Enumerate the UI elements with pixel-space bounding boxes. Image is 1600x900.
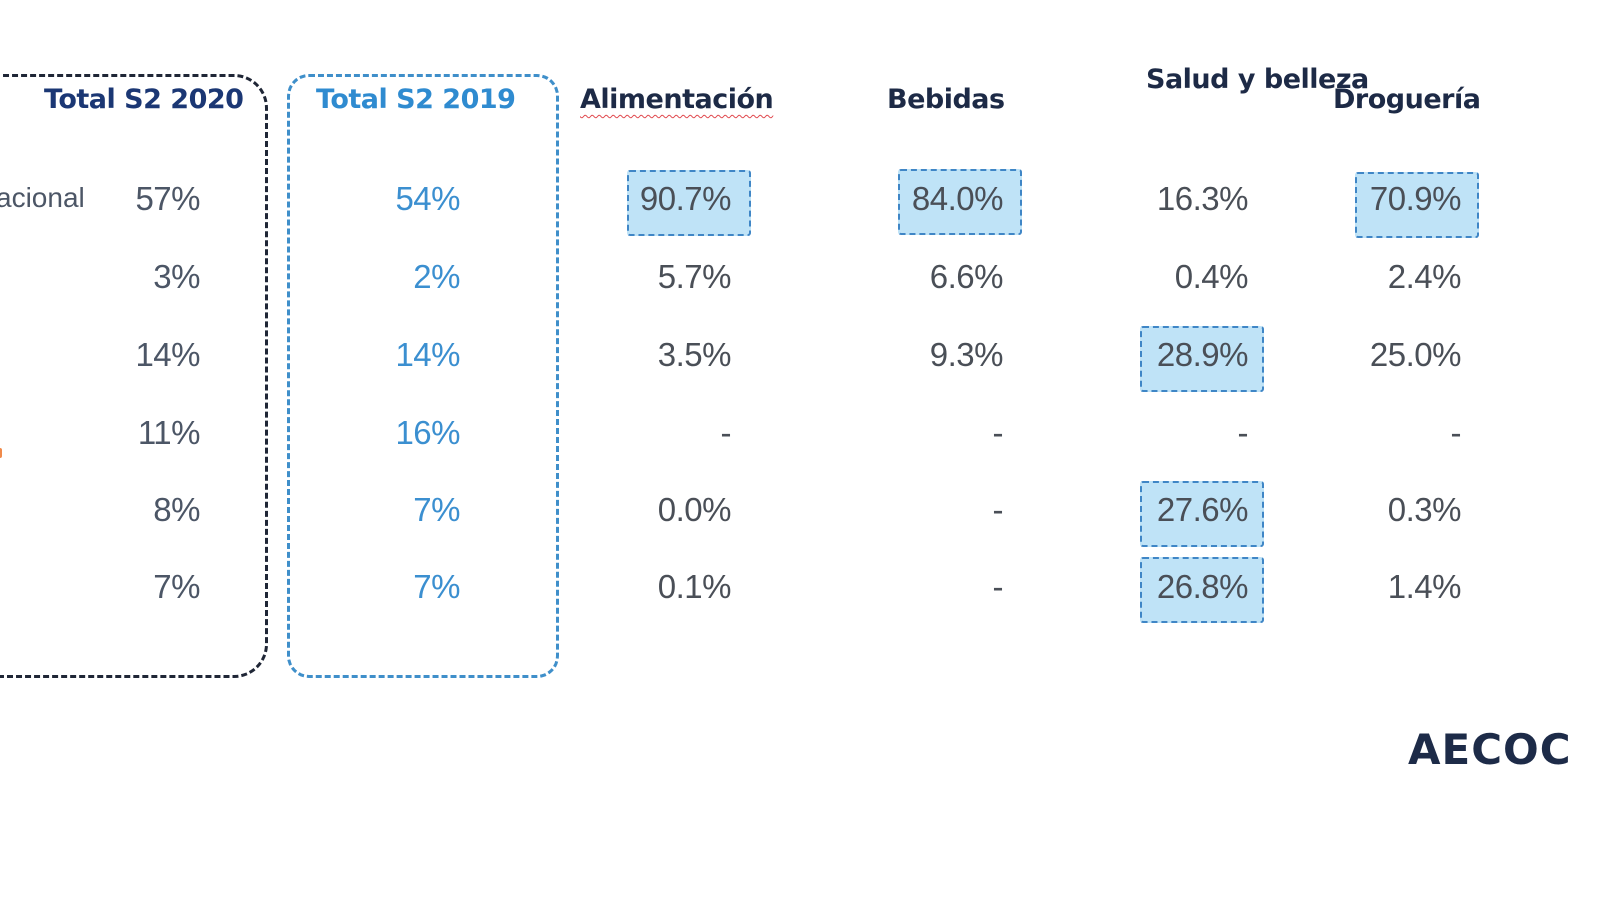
cell-alim-row2: 5.7% bbox=[657, 258, 732, 295]
cell-salud-row1: 16.3% bbox=[1156, 180, 1249, 217]
aecoc-logo: AECOC bbox=[1408, 725, 1572, 774]
cell-salud-row2: 0.4% bbox=[1174, 258, 1249, 295]
cell-t2019-row6: 7% bbox=[413, 568, 460, 605]
cell-beb-row5: - bbox=[992, 491, 1004, 528]
cell-t2020-row3: 14% bbox=[135, 336, 200, 373]
cell-drog-row5: 0.3% bbox=[1387, 491, 1462, 528]
cell-t2019-row5: 7% bbox=[413, 491, 460, 528]
cell-t2019-row1: 54% bbox=[395, 180, 460, 217]
cell-alim-row3: 3.5% bbox=[657, 336, 732, 373]
cell-alim-row5: 0.0% bbox=[657, 491, 732, 528]
total-2019-group-box bbox=[287, 74, 559, 678]
cell-t2019-row4: 16% bbox=[395, 414, 460, 451]
column-header-salud-belleza: Salud y belleza bbox=[1146, 64, 1369, 95]
row-label-partial: acional bbox=[0, 182, 85, 213]
cell-salud-row5: 27.6% bbox=[1156, 491, 1249, 528]
cell-beb-row3: 9.3% bbox=[929, 336, 1004, 373]
cell-beb-row4: - bbox=[992, 414, 1004, 451]
highlight-bebidas-row1 bbox=[898, 169, 1022, 235]
column-header-bebidas: Bebidas bbox=[887, 84, 1005, 115]
cell-t2020-row5: 8% bbox=[153, 491, 200, 528]
cell-t2020-row2: 3% bbox=[153, 258, 200, 295]
cell-salud-row3: 28.9% bbox=[1156, 336, 1249, 373]
highlight-salud-row6 bbox=[1140, 557, 1264, 623]
cell-alim-row1: 90.7% bbox=[639, 180, 732, 217]
cell-beb-row2: 6.6% bbox=[929, 258, 1004, 295]
column-header-total-2019: Total S2 2019 bbox=[316, 84, 516, 115]
cell-drog-row1: 70.9% bbox=[1369, 180, 1462, 217]
cell-salud-row4: - bbox=[1237, 414, 1249, 451]
cell-beb-row1: 84.0% bbox=[911, 180, 1004, 217]
cell-alim-row4: - bbox=[720, 414, 732, 451]
highlight-alimentacion-row1 bbox=[627, 170, 751, 236]
cell-t2019-row3: 14% bbox=[395, 336, 460, 373]
cell-t2020-row1: 57% bbox=[135, 180, 200, 217]
cell-t2020-row6: 7% bbox=[153, 568, 200, 605]
cell-drog-row2: 2.4% bbox=[1387, 258, 1462, 295]
orange-marker bbox=[0, 448, 2, 458]
highlight-salud-row5 bbox=[1140, 481, 1264, 547]
highlight-drogueria-row1 bbox=[1355, 172, 1479, 238]
column-header-drogueria: Droguería bbox=[1333, 84, 1481, 115]
total-2020-group-box bbox=[0, 74, 268, 678]
cell-beb-row6: - bbox=[992, 568, 1004, 605]
cell-salud-row6: 26.8% bbox=[1156, 568, 1249, 605]
cell-t2020-row4: 11% bbox=[137, 414, 201, 451]
cell-drog-row6: 1.4% bbox=[1387, 568, 1462, 605]
cell-drog-row3: 25.0% bbox=[1369, 336, 1462, 373]
highlight-salud-row3 bbox=[1140, 326, 1264, 392]
cell-drog-row4: - bbox=[1450, 414, 1462, 451]
column-header-total-2020: Total S2 2020 bbox=[44, 84, 244, 115]
column-header-alimentacion: Alimentación bbox=[580, 84, 774, 115]
cell-alim-row6: 0.1% bbox=[657, 568, 732, 605]
cell-t2019-row2: 2% bbox=[413, 258, 460, 295]
